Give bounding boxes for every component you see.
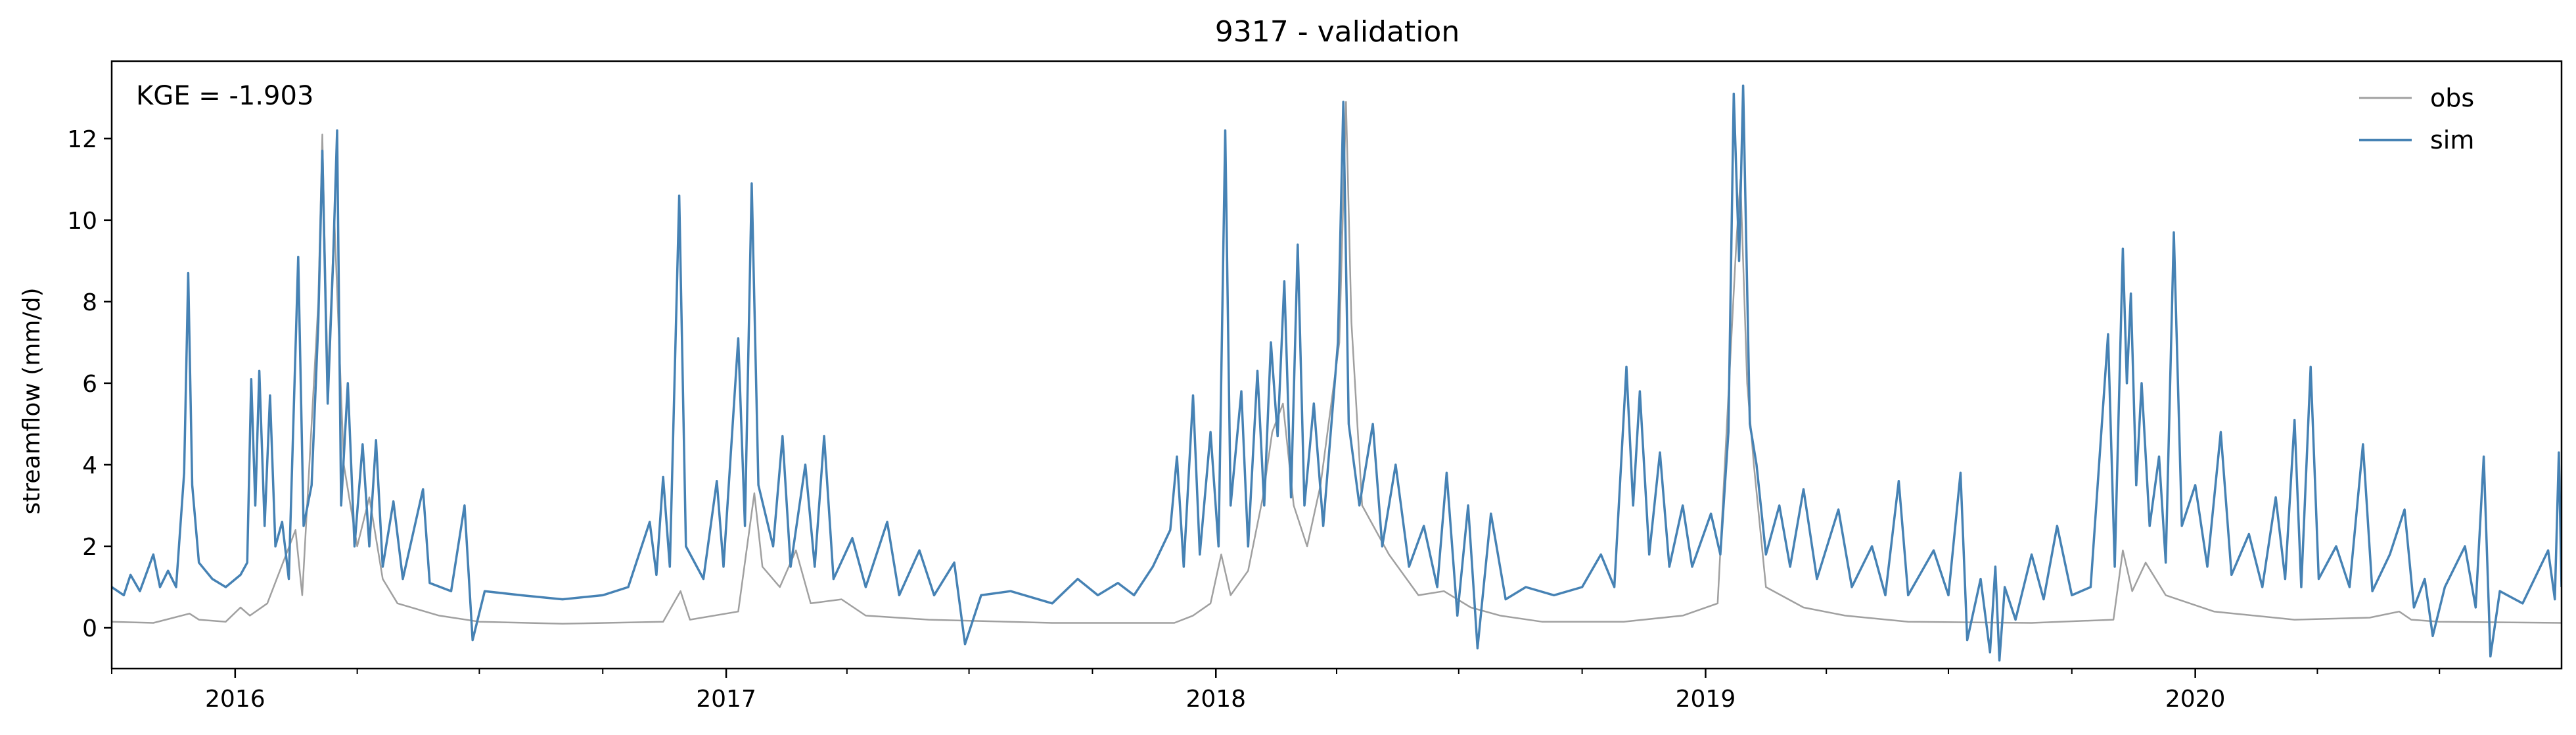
y-tick-label: 2 — [82, 534, 97, 561]
y-tick-label: 4 — [82, 452, 97, 479]
y-axis-label: streamflow (mm/d) — [18, 288, 45, 515]
x-tick-label: 2019 — [1676, 686, 1736, 713]
legend: obs sim — [2359, 83, 2474, 154]
x-tick-label: 2017 — [696, 686, 756, 713]
y-tick-label: 8 — [82, 289, 97, 316]
x-tick-label: 2020 — [2165, 686, 2226, 713]
y-tick-label: 0 — [82, 615, 97, 642]
y-tick-label: 6 — [82, 371, 97, 398]
series-line-sim — [112, 84, 2562, 662]
chart-title: 9317 - validation — [1215, 15, 1460, 49]
y-axis: 0 2 4 6 8 10 12 — [67, 126, 112, 642]
plot-area — [112, 84, 2562, 662]
legend-label-obs: obs — [2430, 83, 2474, 112]
x-tick-label: 2016 — [205, 686, 265, 713]
legend-label-sim: sim — [2430, 126, 2474, 154]
y-tick-label: 10 — [67, 208, 97, 235]
series-layer — [112, 84, 2562, 662]
series-line-obs — [112, 101, 2562, 625]
kge-annotation: KGE = -1.903 — [136, 81, 313, 111]
y-tick-label: 12 — [67, 126, 97, 153]
x-tick-label: 2018 — [1185, 686, 1246, 713]
x-axis: 2016 2017 2018 2019 2020 — [111, 669, 2441, 713]
